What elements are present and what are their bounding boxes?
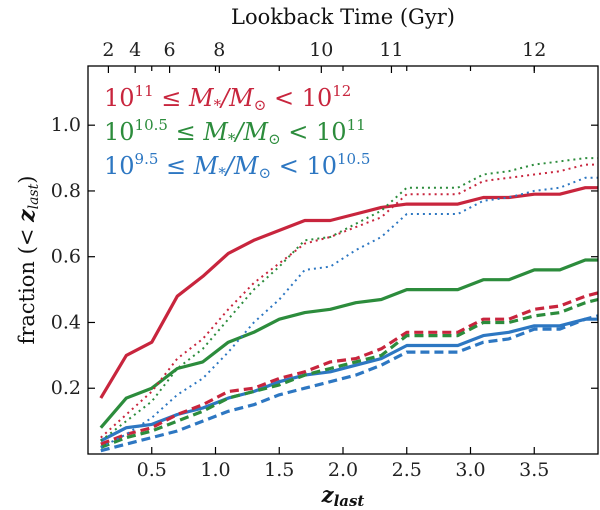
top-tick-label: 6 [164, 39, 176, 61]
series-line-dotted-8 [100, 176, 598, 449]
x-tick-label: 1.0 [200, 459, 230, 481]
x-axis-title: zlast [321, 482, 365, 510]
legend-entry: 1011 ≤ M*/M⊙ < 1012 [104, 82, 351, 114]
series-line-dotted-6 [100, 163, 598, 439]
top-axis-title: Lookback Time (Gyr) [231, 5, 455, 29]
top-tick-label: 10 [309, 39, 333, 61]
top-axis: 2 4 6 8 10 11 12 [102, 39, 546, 73]
x-tick-label: 2.5 [392, 459, 422, 481]
plot-lines [99, 157, 599, 453]
x-tick-label: 1.5 [264, 459, 294, 481]
series-line-solid-1 [99, 258, 598, 429]
x-tick-label: 3.5 [519, 459, 549, 481]
top-tick-label: 2 [102, 39, 114, 61]
top-tick-label: 12 [522, 39, 546, 61]
top-tick-label: 4 [129, 39, 141, 61]
y-tick-label: 0.4 [51, 311, 81, 333]
series-line-dashed-5 [100, 314, 599, 453]
y-tick-label: 0.8 [51, 180, 81, 202]
left-axis: 0.2 0.4 0.6 0.8 1.0 [51, 114, 598, 399]
legend-entry: 109.5 ≤ M*/M⊙ < 1010.5 [104, 150, 370, 182]
legend-entry: 1010.5 ≤ M*/M⊙ < 1011 [104, 116, 366, 148]
y-axis-title: fraction (< zlast) [14, 176, 42, 345]
x-tick-label: 2.0 [328, 459, 358, 481]
series-line-solid-0 [99, 186, 598, 399]
x-tick-label: 0.5 [137, 459, 167, 481]
top-tick-label: 8 [213, 39, 225, 61]
bottom-axis: 0.5 1.0 1.5 2.0 2.5 3.0 3.5 [137, 66, 549, 481]
series-line-dashed-4 [100, 297, 599, 449]
top-tick-label: 11 [379, 39, 403, 61]
x-tick-label: 3.0 [455, 459, 485, 481]
y-tick-label: 0.2 [51, 377, 81, 399]
y-tick-label: 1.0 [51, 114, 81, 136]
series-line-dashed-3 [100, 291, 599, 446]
y-tick-label: 0.6 [51, 246, 81, 268]
